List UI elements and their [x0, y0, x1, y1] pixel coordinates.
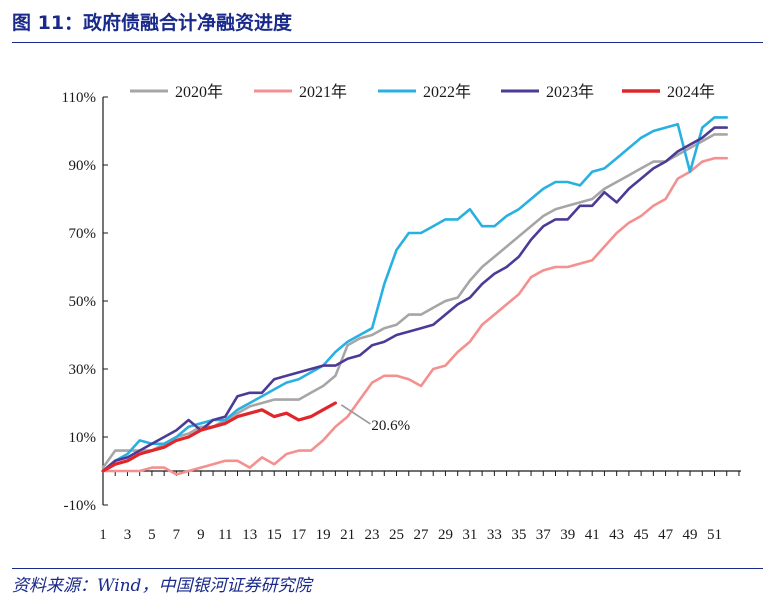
- x-tick-label: 33: [487, 527, 502, 543]
- series-line-2022: [101, 116, 729, 473]
- legend: 2020年 2021年 2022年 2023年 2024年: [130, 83, 715, 101]
- x-tick-label: 9: [197, 527, 205, 543]
- x-tick-label: 27: [413, 527, 429, 543]
- y-tick-label: 30%: [69, 362, 97, 378]
- series-line-2020: [101, 133, 729, 469]
- x-tick-label: 29: [438, 527, 453, 543]
- x-axis: 1 3 5 7 9 11 13 15 17 19 21 23 25 27 29 31 33 35 37 39 41 43 4…: [99, 470, 741, 543]
- x-tick-label: 11: [218, 527, 232, 543]
- x-tick-label: 13: [242, 527, 257, 543]
- figure-title: 图 11：政府债融合计净融资进度: [12, 12, 293, 34]
- legend-label: 2022年: [423, 83, 471, 101]
- x-tick-label: 1: [99, 527, 107, 543]
- x-tick-label: 45: [634, 527, 649, 543]
- x-tick-label: 17: [291, 527, 307, 543]
- x-tick-label: 19: [316, 527, 331, 543]
- series-lines: [101, 116, 729, 476]
- y-tick-label: 50%: [69, 294, 97, 310]
- y-tick-label: 10%: [69, 430, 97, 446]
- x-tick-label: 41: [585, 527, 600, 543]
- x-tick-label: 21: [340, 527, 355, 543]
- x-tick-label: 37: [536, 527, 552, 543]
- x-tick-label: 3: [124, 527, 132, 543]
- line-chart: -10%10%30%50%70%90%110% 1 3 5 7 9 11 13 15 17 19 2…: [62, 83, 741, 543]
- x-tick-label: 23: [365, 527, 380, 543]
- legend-label: 2020年: [175, 83, 223, 101]
- y-tick-label: 110%: [62, 90, 96, 106]
- x-tick-label: 49: [683, 527, 698, 543]
- annotations: 20.6%: [340, 404, 410, 434]
- series-line-2023: [101, 126, 729, 473]
- y-tick-label: -10%: [64, 498, 97, 514]
- x-tick-label: 25: [389, 527, 404, 543]
- annotation-label: 20.6%: [371, 418, 410, 434]
- series-line-2024: [101, 401, 337, 473]
- x-tick-label: 15: [267, 527, 282, 543]
- x-tick-label: 31: [462, 527, 477, 543]
- series-line-2021: [101, 156, 729, 476]
- source-divider: [12, 568, 763, 569]
- x-tick-label: 51: [707, 527, 722, 543]
- x-tick-label: 43: [609, 527, 624, 543]
- annotation-leader: [340, 404, 371, 425]
- legend-label: 2021年: [299, 83, 347, 101]
- title-divider: [12, 42, 763, 43]
- legend-label: 2024年: [667, 83, 715, 101]
- x-tick-label: 7: [173, 527, 181, 543]
- x-tick-label: 47: [658, 527, 674, 543]
- y-tick-label: 90%: [69, 158, 97, 174]
- x-tick-label: 35: [511, 527, 526, 543]
- x-tick-label: 39: [560, 527, 575, 543]
- y-axis: -10% 10% 30% 50% 70% 90% 110%: [62, 90, 108, 514]
- y-tick-label: 70%: [69, 226, 97, 242]
- x-tick-label: 5: [148, 527, 156, 543]
- legend-label: 2023年: [546, 83, 594, 101]
- source-note: 资料来源：Wind，中国银河证券研究院: [12, 576, 312, 596]
